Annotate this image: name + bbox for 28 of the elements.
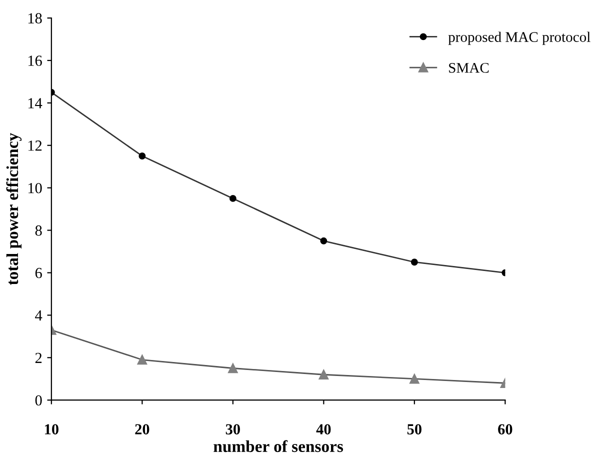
y-tick-label: 10	[28, 182, 42, 194]
x-tick-label: 40	[316, 424, 331, 434]
y-tick-label: 14	[28, 98, 42, 108]
legend-label: proposed MAC protocol	[448, 32, 590, 45]
y-tick-label: 16	[28, 56, 42, 66]
legend-label: SMAC	[449, 62, 489, 73]
y-tick-label: 0	[35, 395, 42, 406]
x-tick-label: 30	[226, 424, 240, 434]
y-tick-label: 2	[35, 352, 42, 363]
x-axis-title: number of sensors	[214, 440, 344, 452]
point	[318, 370, 329, 380]
y-tick-label: 12	[28, 140, 42, 151]
y-tick-label: 4	[35, 310, 42, 320]
point	[410, 374, 420, 384]
x-tick-label: 20	[135, 424, 150, 434]
point	[410, 258, 418, 266]
y-axis-title: total power efficiency	[6, 133, 22, 285]
x-tick-label: 10	[45, 424, 58, 434]
y-tick-label: 6	[35, 268, 42, 278]
x-tick-label: 60	[498, 424, 512, 434]
point	[138, 152, 146, 160]
point	[320, 237, 328, 244]
x-tick-label: 50	[407, 424, 422, 434]
y-tick-label: 18	[28, 13, 42, 24]
y-tick-label: 8	[35, 225, 42, 236]
point	[228, 363, 238, 374]
point	[137, 354, 148, 365]
point	[229, 194, 236, 202]
